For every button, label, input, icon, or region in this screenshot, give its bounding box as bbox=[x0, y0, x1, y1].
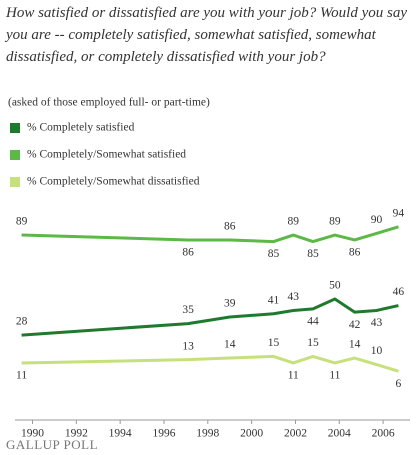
data-label: 15 bbox=[307, 337, 319, 349]
legend-swatch bbox=[10, 177, 20, 187]
data-label: 10 bbox=[371, 345, 383, 357]
x-tick-label: 1994 bbox=[109, 428, 132, 440]
x-tick-label: 2002 bbox=[284, 428, 307, 440]
data-label: 89 bbox=[16, 216, 28, 228]
data-label: 44 bbox=[307, 315, 319, 327]
x-tick-label: 2004 bbox=[328, 428, 351, 440]
data-label: 86 bbox=[224, 221, 236, 233]
data-label: 89 bbox=[329, 216, 341, 228]
data-label: 90 bbox=[371, 214, 383, 226]
data-label: 14 bbox=[224, 339, 236, 351]
data-label: 86 bbox=[349, 247, 361, 259]
data-label: 46 bbox=[393, 286, 405, 298]
data-label: 42 bbox=[349, 319, 361, 331]
series-line bbox=[21, 225, 399, 244]
data-label: 85 bbox=[268, 248, 280, 260]
legend-label: % Completely/Somewhat dissatisfied bbox=[27, 176, 200, 188]
data-label: 86 bbox=[182, 247, 194, 259]
x-tick-label: 1990 bbox=[21, 428, 44, 440]
data-label: 35 bbox=[182, 304, 194, 316]
data-label: 14 bbox=[349, 339, 361, 351]
data-label: 11 bbox=[329, 370, 340, 382]
data-label: 28 bbox=[16, 316, 28, 328]
data-label: 94 bbox=[393, 207, 405, 219]
x-tick-label: 2006 bbox=[372, 428, 395, 440]
data-label: 13 bbox=[182, 340, 194, 352]
legend-swatch bbox=[10, 123, 20, 133]
legend-label: % Completely/Somewhat satisfied bbox=[27, 149, 186, 161]
legend-swatch bbox=[10, 150, 20, 160]
source: GALLUP POLL bbox=[6, 437, 98, 452]
x-tick-label: 1992 bbox=[65, 428, 88, 440]
chart-subtitle: (asked of those employed full- or part-t… bbox=[8, 97, 210, 109]
series-line bbox=[21, 297, 399, 337]
series-line bbox=[21, 354, 399, 373]
data-label: 15 bbox=[268, 337, 280, 349]
x-tick-label: 2000 bbox=[240, 428, 263, 440]
chart-title: How satisfied or dissatisfied are you wi… bbox=[6, 5, 407, 65]
data-label: 89 bbox=[288, 216, 300, 228]
data-label: 43 bbox=[288, 291, 300, 303]
data-label: 39 bbox=[224, 298, 236, 310]
x-tick-label: 1998 bbox=[196, 428, 219, 440]
data-label: 43 bbox=[371, 317, 383, 329]
data-label: 11 bbox=[288, 370, 299, 382]
legend-label: % Completely satisfied bbox=[27, 122, 135, 134]
data-label: 6 bbox=[396, 378, 402, 390]
data-label: 41 bbox=[268, 294, 280, 306]
data-label: 11 bbox=[16, 370, 27, 382]
x-tick-label: 1996 bbox=[152, 428, 175, 440]
data-label: 50 bbox=[329, 280, 341, 292]
data-label: 85 bbox=[307, 248, 319, 260]
